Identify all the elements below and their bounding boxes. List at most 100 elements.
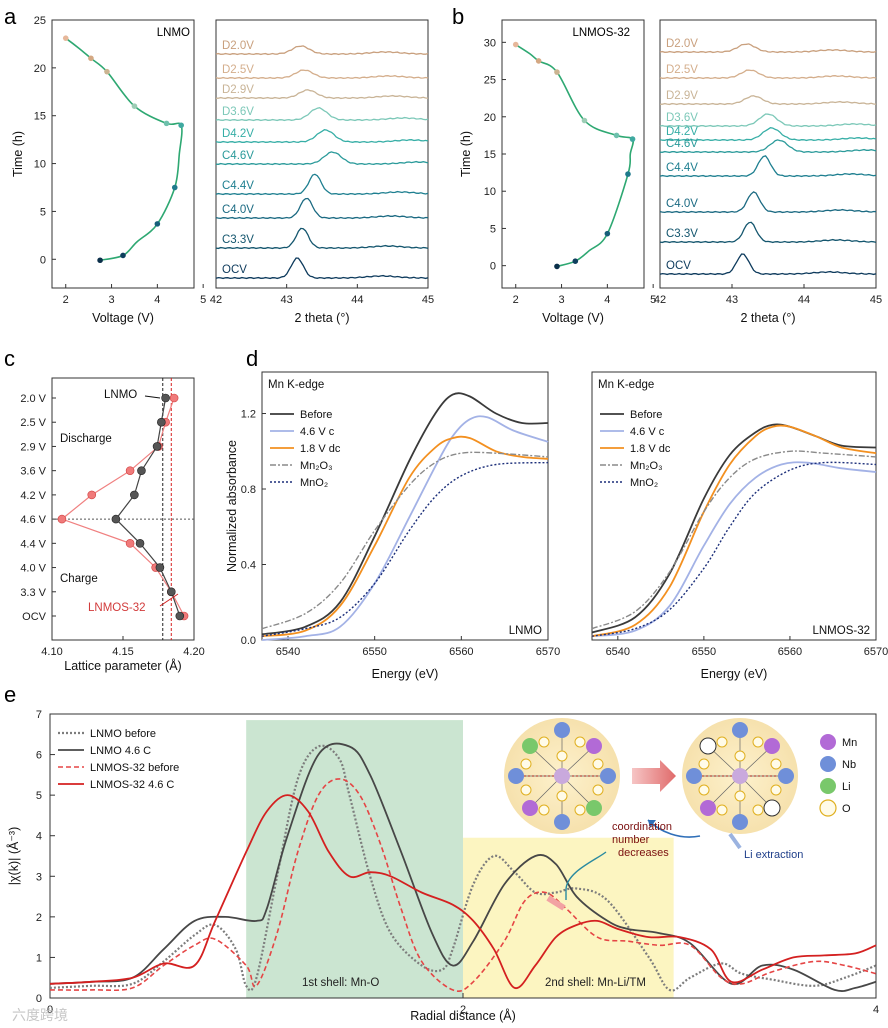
data-point	[152, 442, 162, 451]
xanes-curve	[591, 424, 877, 638]
x-tick-label: 6560	[449, 646, 473, 658]
xrd-pattern	[215, 151, 429, 166]
data-point	[104, 68, 110, 75]
pink-down-arrow	[546, 895, 566, 911]
y-tick-label: 10	[484, 186, 496, 198]
xrd-pattern	[659, 95, 877, 106]
mn-atom	[700, 800, 716, 816]
legend-label: 1.8 V dc	[300, 443, 341, 455]
series-label: OCV	[222, 264, 247, 276]
species-label: Mn	[842, 737, 857, 749]
x-tick-label: 4	[604, 294, 610, 306]
o-atom	[520, 784, 532, 796]
legend-label: 1.8 V dc	[630, 443, 671, 455]
coordination-schematic: coordination number decreases Li extract…	[504, 718, 857, 911]
data-point	[111, 514, 121, 524]
legend-label: Mn₂O₃	[300, 460, 333, 472]
x-axis-label: 2 theta (°)	[294, 311, 349, 325]
y-tick-label: 15	[34, 111, 46, 123]
panel-c-lattice: 2.0 V 2.5 V 2.9 V 3.6 V 4.2 V 4.6 V 4.4 V 4.0 V…	[20, 377, 205, 673]
nb-atom	[686, 768, 702, 784]
voltage-time-curve	[65, 37, 183, 261]
legend-label: LNMOS-32 4.6 C	[90, 779, 174, 791]
x-tick-label: 45	[870, 294, 882, 306]
y-tick-label: 30	[484, 37, 496, 49]
annotation-lnmos32: LNMOS-32	[88, 602, 146, 614]
y-tick-label: 3	[36, 871, 42, 883]
xanes-curve	[261, 461, 549, 637]
vacancy	[699, 737, 717, 755]
species-label: Nb	[842, 759, 856, 771]
x-tick-label: 5	[650, 294, 656, 306]
y-tick-label: 0	[40, 254, 46, 266]
chart-title: Mn K-edge	[598, 379, 654, 391]
y-axis-label: Normalized absorbance	[225, 440, 239, 572]
xanes-curve	[591, 450, 877, 630]
series-label: D2.5V	[222, 64, 254, 76]
data-point	[131, 103, 138, 109]
y-tick-label: 7	[36, 709, 42, 721]
xrd-pattern	[659, 127, 877, 142]
y-axis-label: Time (h)	[11, 131, 25, 177]
data-point	[554, 69, 560, 75]
data-point	[629, 136, 636, 142]
region-1st-shell	[246, 720, 463, 998]
data-point	[604, 230, 611, 237]
mn-atom	[586, 738, 602, 754]
xrd-pattern	[659, 191, 877, 214]
legend-label: LNMO before	[90, 728, 156, 740]
corner-label: LNMO	[509, 625, 542, 637]
y-axis-label: Time (h)	[459, 131, 473, 177]
series-label: D2.5V	[666, 64, 698, 76]
data-point	[163, 120, 170, 127]
y-tick-label: 2	[36, 912, 42, 924]
y-tick-label: 0.8	[241, 484, 256, 496]
x-tick-label: 0	[47, 1004, 53, 1016]
exafs-curve	[49, 742, 877, 992]
xrd-pattern	[215, 129, 429, 144]
nb-atom	[554, 814, 570, 830]
panel-label-c: c	[4, 346, 15, 371]
series-label: C4.4V	[666, 162, 698, 174]
o-atom	[592, 758, 604, 770]
x-tick-label: 42	[654, 294, 666, 306]
series-label: C3.3V	[666, 228, 698, 240]
data-point	[157, 417, 166, 427]
x-tick-label: 6540	[606, 646, 630, 658]
data-point	[554, 263, 560, 270]
species-label: O	[842, 803, 851, 815]
data-point	[155, 563, 165, 572]
xrd-pattern	[215, 257, 429, 280]
y-tick-label: 0.0	[241, 635, 256, 647]
panel-a-xrd: D2.0V D2.5V D2.9V D3.6V D4.2V C4.6V C4.4V C4.0V…	[210, 19, 434, 325]
y-tick-label: 15	[484, 149, 496, 161]
series-label: D2.9V	[666, 90, 698, 102]
x-axis-label: Lattice parameter (Å)	[64, 658, 181, 673]
corner-label: LNMOS-32	[812, 625, 870, 637]
data-point	[175, 611, 185, 621]
data-point	[130, 490, 139, 500]
y-tick-label: 6	[36, 750, 42, 762]
x-tick-label: 6550	[362, 646, 386, 658]
xrd-pattern	[659, 139, 877, 154]
data-point	[512, 41, 519, 48]
y-tick-label: 3.3 V	[20, 587, 46, 599]
data-point	[87, 490, 97, 500]
xrd-pattern	[215, 173, 429, 196]
y-tick-label: 1.2	[241, 409, 256, 421]
x-axis-label: Energy (eV)	[701, 667, 768, 681]
chart-title: Mn K-edge	[268, 379, 324, 391]
mn-atom	[764, 738, 780, 754]
legend-label: MnO₂	[300, 477, 328, 489]
chart-title: LNMO	[157, 27, 190, 39]
panel-b-voltage-time: LNMOS-32 2 3 4 5 0 5 10 15 20 25 30 Voltage (V) Ti…	[459, 19, 656, 325]
series-label: D2.9V	[222, 84, 254, 96]
species-swatch	[820, 734, 836, 750]
x-axis-label: Voltage (V)	[542, 311, 604, 325]
x-tick-label: 2	[460, 1004, 466, 1016]
y-tick-label: 20	[34, 63, 46, 75]
xrd-pattern	[215, 197, 429, 220]
species-swatch	[820, 756, 836, 772]
y-tick-label: 2.5 V	[20, 417, 46, 429]
panel-d-right-xanes: Mn K-edge LNMOS-32 6540 6550 6560 6570 Befor…	[591, 371, 888, 681]
